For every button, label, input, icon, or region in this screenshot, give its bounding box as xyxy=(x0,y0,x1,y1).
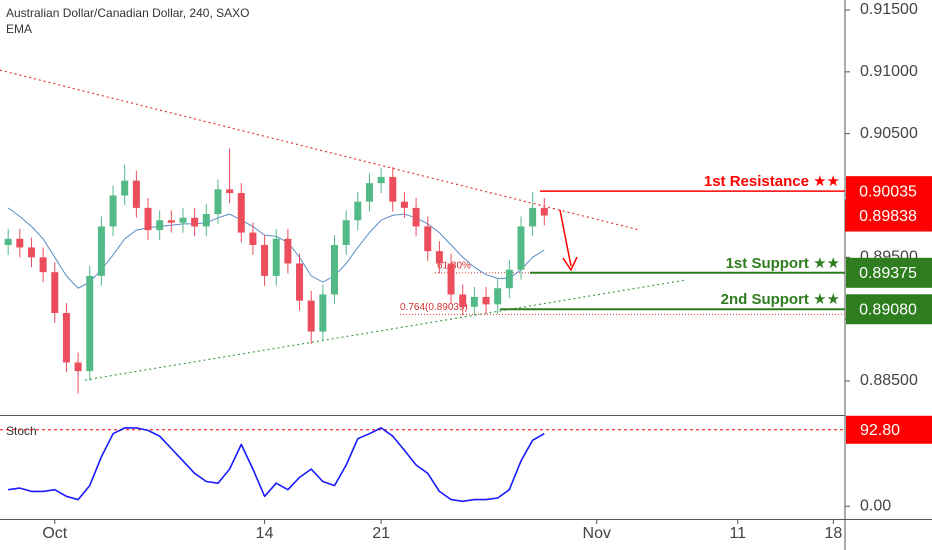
forecast-arrow xyxy=(559,209,572,267)
candle-body xyxy=(191,217,199,227)
candle-body xyxy=(365,183,373,202)
candle-body xyxy=(342,220,350,245)
candle-body xyxy=(144,207,152,231)
fib-label: 0.764(0.89039) xyxy=(400,302,468,313)
candle-body xyxy=(249,232,257,245)
candle-body xyxy=(237,193,245,233)
candle-body xyxy=(39,257,47,273)
y-tick-label: 0.88500 xyxy=(860,372,918,389)
candle-body xyxy=(121,180,129,196)
candle-body xyxy=(470,296,478,307)
candle-body xyxy=(97,226,105,276)
candle-body xyxy=(86,275,94,372)
candle-body xyxy=(377,176,385,184)
candle-body xyxy=(307,300,315,332)
candle-body xyxy=(272,238,280,276)
candle-body xyxy=(74,362,82,372)
candle-body xyxy=(494,288,502,305)
stoch-level-box xyxy=(846,415,932,444)
level-price-label: 0.90035 xyxy=(859,183,917,200)
x-tick-label: 14 xyxy=(256,525,274,542)
level-price-box xyxy=(846,257,932,288)
candle-body xyxy=(16,238,24,248)
candle-body xyxy=(459,294,467,307)
candle-body xyxy=(505,269,513,289)
candle-body xyxy=(214,189,222,215)
last-price-label: 0.89838 xyxy=(859,208,917,225)
candle-body xyxy=(354,201,362,221)
level-price-label: 0.89080 xyxy=(859,301,917,318)
candle-body xyxy=(51,272,59,313)
candle-body xyxy=(424,226,432,252)
candle-body xyxy=(529,207,537,227)
chart-title: Australian Dollar/Canadian Dollar, 240, … xyxy=(6,6,249,20)
candle-body xyxy=(389,176,397,202)
candle-body xyxy=(167,220,175,223)
level-price-box xyxy=(846,294,932,325)
forecast-arrow-head xyxy=(562,256,578,272)
candle-body xyxy=(482,296,490,305)
candle-body xyxy=(319,294,327,332)
candle-body xyxy=(62,312,70,363)
y-tick-label: 0.91000 xyxy=(860,63,918,80)
candle-body xyxy=(202,214,210,227)
x-tick-label: 18 xyxy=(824,525,842,542)
stoch-level-label: 92.80 xyxy=(860,422,900,439)
candle-body xyxy=(179,217,187,223)
candle-body xyxy=(435,251,443,264)
level-price-label: 0.89375 xyxy=(859,265,917,282)
level-name: 2nd Support ★★ xyxy=(721,291,840,308)
candle-body xyxy=(226,189,234,194)
last-price-fill xyxy=(847,201,931,230)
y-tick-label: 0.00 xyxy=(860,497,891,514)
candle-body xyxy=(4,238,12,245)
stoch-line xyxy=(8,427,545,503)
trendline xyxy=(84,279,686,381)
candle-body xyxy=(296,263,304,301)
level-name: 1st Resistance ★★ xyxy=(704,173,840,190)
candle-body xyxy=(132,180,140,208)
candle-body xyxy=(284,238,292,264)
x-tick-label: 21 xyxy=(372,525,390,542)
candle-body xyxy=(109,195,117,227)
candle-body xyxy=(412,207,420,227)
candle-body xyxy=(27,247,35,258)
y-tick-label: 0.91500 xyxy=(860,1,918,18)
y-tick-label: 0.90500 xyxy=(860,125,918,142)
indicator-label: EMA xyxy=(6,22,32,36)
candle-body xyxy=(156,220,164,231)
candle-body xyxy=(447,263,455,295)
candle-body xyxy=(400,201,408,208)
level-name: 1st Support ★★ xyxy=(726,255,840,272)
x-tick-label: Oct xyxy=(42,525,67,542)
candle-body xyxy=(331,244,338,295)
candle-body xyxy=(517,226,525,270)
x-tick-label: 11 xyxy=(729,525,746,542)
stoch-label: Stoch xyxy=(6,424,37,438)
candle-body xyxy=(540,207,548,216)
x-tick-label: Nov xyxy=(583,525,611,542)
candle-body xyxy=(261,244,269,276)
